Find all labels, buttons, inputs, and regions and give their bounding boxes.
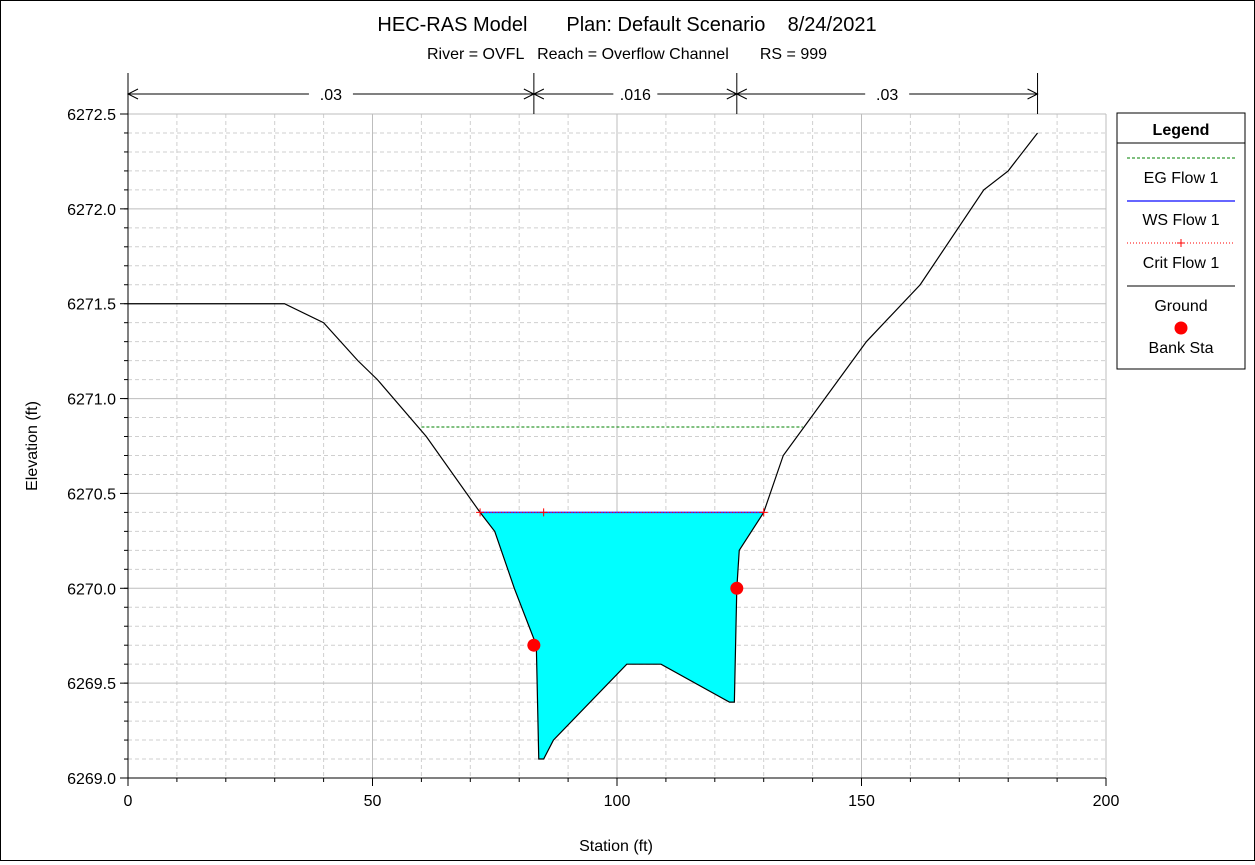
chart-title: HEC-RAS Model Plan: Default Scenario 8/2… <box>377 14 876 36</box>
crit-flow-marker <box>759 508 768 517</box>
manning-n-label: .03 <box>876 87 898 104</box>
y-tick-label: 6271.0 <box>67 392 116 409</box>
bank-station-marker <box>730 581 744 595</box>
grid-lines <box>127 113 1107 779</box>
bank-station-marker <box>527 638 541 652</box>
manning-n-label: .03 <box>320 87 342 104</box>
legend-label-bank: Bank Sta <box>1149 340 1214 357</box>
legend-swatch-bank <box>1174 321 1188 335</box>
crit-flow-marker <box>476 508 485 517</box>
y-tick-label: 6270.0 <box>67 581 116 598</box>
x-tick-label: 50 <box>364 793 382 810</box>
legend-label-crit: Crit Flow 1 <box>1143 255 1220 272</box>
crit-flow-marker <box>539 508 548 517</box>
manning-arrowhead <box>1027 88 1039 100</box>
x-tick-label: 100 <box>604 793 631 810</box>
legend-swatch-crit-marker <box>1177 239 1185 247</box>
axes: 0 50 100 150 200 6269.0 6269.5 6270.0 6270.5 6271… <box>67 107 1119 810</box>
x-tick-label: 200 <box>1093 793 1120 810</box>
manning-n-label: .016 <box>620 87 651 104</box>
y-tick-label: 6269.5 <box>67 676 116 693</box>
y-tick-label: 6272.0 <box>67 202 116 219</box>
legend: Legend EG Flow 1 WS Flow 1 Crit Flow 1 G… <box>1116 112 1246 370</box>
legend-label-ws: WS Flow 1 <box>1142 212 1219 229</box>
legend-label-ground: Ground <box>1154 298 1207 315</box>
y-tick-label: 6272.5 <box>67 107 116 124</box>
manning-arrowhead <box>126 88 139 100</box>
y-tick-label: 6269.0 <box>67 771 116 788</box>
ground-line <box>128 132 1039 760</box>
chart-subtitle: River = OVFL Reach = Overflow Channel RS… <box>427 46 827 63</box>
x-tick-label: 150 <box>848 793 875 810</box>
plot-area <box>128 132 1039 760</box>
manning-arrowhead <box>735 88 748 100</box>
y-tick-label: 6270.5 <box>67 486 116 503</box>
legend-label-eg: EG Flow 1 <box>1144 170 1219 187</box>
y-axis-label: Elevation (ft) <box>24 401 41 491</box>
legend-title: Legend <box>1153 122 1210 139</box>
x-axis-label: Station (ft) <box>579 838 653 855</box>
water-fill <box>480 512 764 760</box>
manning-n-annotations: .03 .016 .03 <box>126 73 1039 114</box>
x-tick-label: 0 <box>124 793 133 810</box>
y-tick-label: 6271.5 <box>67 297 116 314</box>
manning-arrowhead <box>532 88 545 100</box>
